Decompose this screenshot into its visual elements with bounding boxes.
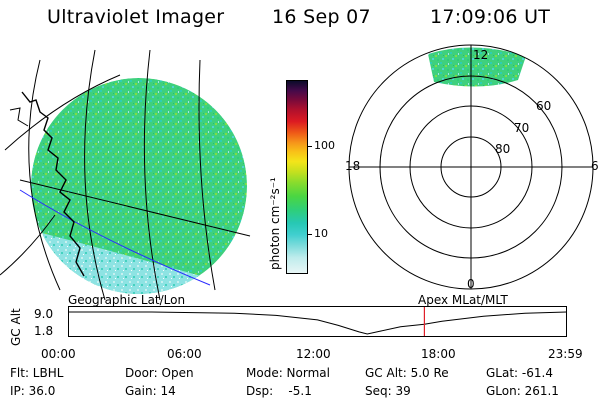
colorbar-tick-10 [307,234,312,235]
mlt-label-12: 12 [473,48,488,62]
time-tick-0600: 06:00 [167,347,202,361]
coastline [21,91,85,277]
time-tick-1200: 12:00 [296,347,331,361]
colorbar-tick-100 [307,146,312,147]
info-gc-alt: GC Alt: 5.0 Re [365,366,449,380]
polar-aurora-patch [428,47,526,87]
geographic-grid [0,49,251,300]
altitude-tick-top: 9.0 [34,307,54,321]
info-glon: GLon: 261.1 [486,384,559,398]
mlt-label-18: 18 [345,159,360,173]
mlat-label-60: 60 [536,99,551,113]
info-gain: Gain: 14 [125,384,176,398]
colorbar-tick-label-10: 10 [314,227,328,240]
altitude-line [68,311,567,335]
mlat-label-80: 80 [495,142,510,156]
mlt-label-0: 0 [467,277,475,291]
time-tick-1800: 18:00 [421,347,456,361]
polar-grid [348,44,594,290]
time-label: 17:09:06 UT [430,6,551,28]
geographic-image [0,49,251,300]
time-tick-2359: 23:59 [548,347,583,361]
info-seq: Seq: 39 [365,384,411,398]
auroral-disc [31,78,247,294]
altitude-chart-frame [68,306,567,337]
coastline-islands [9,107,29,127]
info-glat: GLat: -61.4 [486,366,553,380]
colorbar [286,80,308,274]
altitude-chart [68,306,567,337]
apex-caption: Apex MLat/MLT [418,293,508,307]
terminator-line [19,189,211,286]
altitude-tick-bottom: 1.8 [34,324,54,338]
info-door: Door: Open [125,366,194,380]
info-mode: Mode: Normal [246,366,330,380]
info-dsp: Dsp: -5.1 [246,384,312,398]
instrument-title: Ultraviolet Imager [47,6,225,28]
date-label: 16 Sep 07 [272,6,371,28]
info-ip: IP: 36.0 [10,384,56,398]
mlat-label-70: 70 [514,121,529,135]
info-filter: Flt: LBHL [10,366,64,380]
mlt-label-6: 6 [591,159,599,173]
colorbar-unit-label: photon cm⁻²s⁻¹ [268,177,282,270]
geographic-caption: Geographic Lat/Lon [68,293,186,307]
colorbar-tick-label-100: 100 [314,139,335,152]
altitude-axis-label: GC Alt [9,308,23,346]
polar-plot: 12 0 18 6 60 70 80 [345,44,599,291]
time-tick-0000: 00:00 [41,347,76,361]
